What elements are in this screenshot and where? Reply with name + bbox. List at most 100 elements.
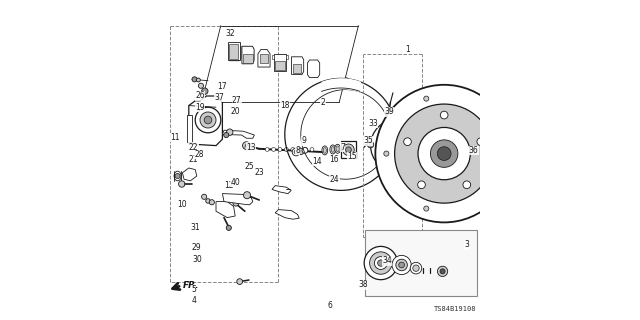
Circle shape [378,126,416,165]
Circle shape [233,200,239,206]
Ellipse shape [335,144,340,153]
Text: 12: 12 [224,181,234,190]
Circle shape [440,269,445,274]
Ellipse shape [332,147,335,152]
Text: 2: 2 [321,98,326,107]
Circle shape [304,148,308,151]
Circle shape [396,259,408,271]
Circle shape [413,265,419,271]
Circle shape [399,159,404,164]
Circle shape [224,132,229,138]
Text: 37: 37 [214,93,224,102]
Circle shape [297,148,301,151]
Ellipse shape [426,254,437,261]
Circle shape [209,200,214,205]
Text: 20: 20 [230,108,240,116]
Circle shape [244,192,251,199]
Circle shape [424,206,429,211]
Circle shape [265,148,269,151]
Circle shape [243,142,250,149]
Circle shape [404,138,412,146]
Circle shape [424,96,429,101]
Circle shape [200,112,216,128]
Bar [243,54,253,63]
Text: 22: 22 [189,143,198,152]
Circle shape [278,148,282,151]
Text: 11: 11 [171,133,180,142]
Polygon shape [223,194,253,205]
Circle shape [179,181,185,187]
Circle shape [418,181,426,188]
Text: 19: 19 [195,103,205,112]
Circle shape [381,133,386,138]
Text: 36: 36 [468,146,479,155]
Circle shape [392,255,412,275]
Polygon shape [189,96,223,146]
Polygon shape [292,57,304,74]
Circle shape [375,85,513,222]
Circle shape [195,107,221,133]
Text: 39: 39 [384,108,394,116]
Polygon shape [274,53,286,71]
Text: 10: 10 [177,200,188,209]
Text: 21: 21 [189,156,198,164]
Circle shape [227,225,232,230]
Circle shape [381,153,386,158]
Ellipse shape [423,266,430,270]
Ellipse shape [390,112,403,118]
Text: 30: 30 [192,255,202,264]
Polygon shape [307,60,320,77]
Polygon shape [229,44,239,59]
Circle shape [198,83,204,88]
Circle shape [411,143,416,148]
Circle shape [344,78,349,82]
Circle shape [364,246,397,280]
Text: 1: 1 [406,45,410,54]
Polygon shape [242,46,254,64]
Polygon shape [230,45,241,61]
Polygon shape [182,168,197,181]
Ellipse shape [322,146,328,155]
Circle shape [175,173,180,179]
Circle shape [292,148,300,156]
Circle shape [520,147,523,151]
Polygon shape [260,54,268,63]
Circle shape [438,266,448,276]
Circle shape [399,262,404,268]
Bar [292,64,301,73]
Circle shape [440,111,448,119]
Text: 18: 18 [280,101,289,110]
Bar [286,55,288,60]
Bar [272,55,274,60]
Circle shape [395,104,493,203]
Polygon shape [231,49,238,57]
Ellipse shape [174,171,181,181]
Circle shape [488,185,493,190]
Text: 9: 9 [301,136,307,145]
Circle shape [367,141,374,148]
Circle shape [371,119,423,172]
Ellipse shape [426,261,437,267]
Circle shape [298,148,304,155]
Text: 28: 28 [195,150,204,159]
Circle shape [343,144,355,156]
Circle shape [399,127,404,132]
Polygon shape [243,46,254,62]
Circle shape [294,150,298,154]
Bar [340,141,356,158]
Text: 14: 14 [312,157,322,166]
Text: 34: 34 [382,256,392,265]
Text: 16: 16 [330,156,339,164]
Ellipse shape [330,145,336,154]
Circle shape [196,78,200,82]
Ellipse shape [336,146,339,152]
Text: 7: 7 [340,143,345,152]
Text: 3: 3 [465,240,470,249]
Circle shape [387,110,392,116]
Text: FR.: FR. [183,281,200,290]
Circle shape [374,257,387,269]
Text: 8: 8 [295,146,300,155]
Circle shape [384,151,389,156]
Text: 33: 33 [368,119,378,128]
Text: 15: 15 [347,152,357,161]
